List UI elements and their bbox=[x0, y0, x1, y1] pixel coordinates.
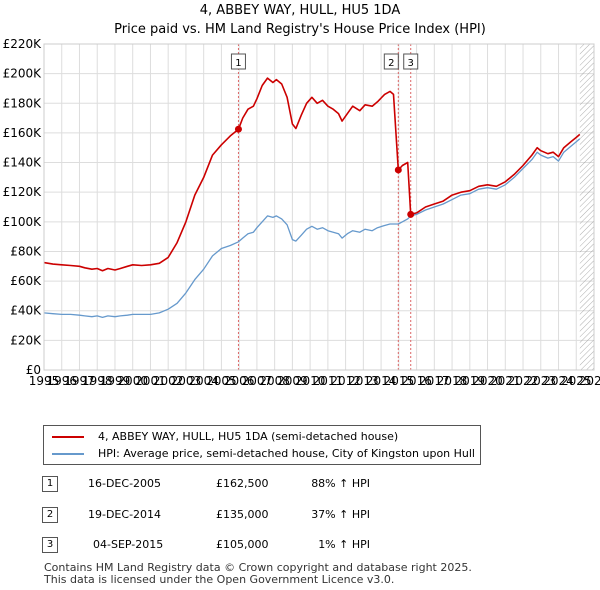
transaction-hpi: 37% ↑ HPI bbox=[311, 508, 370, 521]
transaction-hpi: 1% ↑ HPI bbox=[318, 538, 370, 551]
x-tick-label: 2024 bbox=[543, 374, 574, 388]
x-tick-label: 2004 bbox=[188, 374, 219, 388]
legend-item-price: 4, ABBEY WAY, HULL, HU5 1DA (semi-detach… bbox=[44, 429, 480, 445]
y-tick-label: £80K bbox=[10, 244, 42, 258]
transaction-row: 2 19-DEC-2014 £135,000 37% ↑ HPI bbox=[0, 507, 600, 525]
x-tick-label: 2008 bbox=[259, 374, 290, 388]
transaction-price: £162,500 bbox=[216, 477, 269, 490]
legend-label-price: 4, ABBEY WAY, HULL, HU5 1DA (semi-detach… bbox=[98, 430, 399, 443]
y-tick-label: £100K bbox=[3, 215, 43, 229]
x-tick-label: 2023 bbox=[526, 374, 557, 388]
sale-label: 2 bbox=[388, 58, 394, 69]
price-paid-line bbox=[43, 77, 581, 272]
y-tick-label: £60K bbox=[10, 274, 42, 288]
sale-label-box bbox=[230, 53, 246, 70]
y-tick-label: £180K bbox=[3, 96, 43, 110]
transaction-row: 1 16-DEC-2005 £162,500 88% ↑ HPI bbox=[0, 476, 600, 494]
legend-item-hpi: HPI: Average price, semi-detached house,… bbox=[44, 446, 480, 462]
x-tick-label: 2019 bbox=[455, 374, 486, 388]
legend: 4, ABBEY WAY, HULL, HU5 1DA (semi-detach… bbox=[43, 425, 481, 465]
sale-label-box bbox=[403, 53, 419, 70]
price-chart: £0 £20K £40K £60K £80K £100K £120K £140K £160K £1… bbox=[3, 37, 600, 388]
x-tick-label: 1995 bbox=[29, 374, 60, 388]
y-tick-label: £20K bbox=[10, 333, 42, 347]
x-tick-label: 2018 bbox=[437, 374, 468, 388]
transaction-date: 19-DEC-2014 bbox=[88, 508, 162, 521]
transaction-date: 04-SEP-2015 bbox=[93, 538, 164, 551]
x-tick-label: 2020 bbox=[472, 374, 503, 388]
x-tick-label: 2012 bbox=[330, 374, 361, 388]
x-tick-label: 1998 bbox=[82, 374, 113, 388]
y-tick-label: £200K bbox=[3, 67, 43, 81]
x-tick-label: 2025 bbox=[561, 374, 592, 388]
y-tick-label: £40K bbox=[10, 304, 42, 318]
x-tick-label: 2005 bbox=[206, 374, 237, 388]
x-tick-label: 1999 bbox=[100, 374, 131, 388]
x-tick-label: 2002 bbox=[153, 374, 184, 388]
sale-label-box bbox=[383, 53, 399, 70]
transaction-price: £105,000 bbox=[216, 538, 269, 551]
x-tick-label: 2007 bbox=[242, 374, 273, 388]
legend-swatch-hpi bbox=[52, 453, 84, 455]
x-tick-label: 2015 bbox=[384, 374, 415, 388]
x-tick-label: 1996 bbox=[46, 374, 77, 388]
transaction-row: 3 04-SEP-2015 £105,000 1% ↑ HPI bbox=[0, 537, 600, 555]
transaction-number: 2 bbox=[42, 507, 58, 523]
transaction-price: £135,000 bbox=[216, 508, 269, 521]
x-tick-label: 2014 bbox=[366, 374, 397, 388]
y-tick-label: £140K bbox=[3, 156, 43, 170]
x-tick-label: 2022 bbox=[508, 374, 539, 388]
transaction-hpi: 88% ↑ HPI bbox=[311, 477, 370, 490]
x-tick-label: 2010 bbox=[295, 374, 326, 388]
transaction-number: 3 bbox=[42, 537, 58, 553]
footer-licence: This data is licensed under the Open Gov… bbox=[44, 573, 395, 586]
x-tick-label: 2009 bbox=[277, 374, 308, 388]
sale-label: 1 bbox=[235, 58, 241, 69]
chart-subtitle: Price paid vs. HM Land Registry's House … bbox=[114, 22, 486, 37]
x-tick-label: 2016 bbox=[401, 374, 432, 388]
y-tick-label: £120K bbox=[3, 185, 43, 199]
y-tick-label: £160K bbox=[3, 126, 43, 140]
hpi-line bbox=[43, 138, 581, 319]
x-tick-label: 2000 bbox=[117, 374, 148, 388]
x-tick-label: 1997 bbox=[64, 374, 95, 388]
x-tick-label: 2013 bbox=[348, 374, 379, 388]
x-tick-label: 2021 bbox=[490, 374, 521, 388]
y-tick-label: £220K bbox=[3, 37, 43, 51]
y-tick-label: £0 bbox=[26, 363, 41, 377]
x-tick-label: 2011 bbox=[313, 374, 344, 388]
sale-point bbox=[407, 210, 415, 218]
x-tick-label: 2003 bbox=[171, 374, 202, 388]
footer-copyright: Contains HM Land Registry data © Crown c… bbox=[44, 561, 472, 574]
transaction-number: 1 bbox=[42, 476, 58, 492]
x-tick-label: 2006 bbox=[224, 374, 255, 388]
sale-point bbox=[394, 166, 402, 174]
transaction-date: 16-DEC-2005 bbox=[88, 477, 162, 490]
forecast-hatch-region bbox=[579, 44, 594, 370]
x-tick-label: 2017 bbox=[419, 374, 450, 388]
sale-label: 3 bbox=[408, 58, 414, 69]
x-tick-label: 2026 bbox=[579, 374, 600, 388]
plot-border bbox=[43, 43, 595, 371]
legend-swatch-price bbox=[52, 436, 84, 438]
plot-area bbox=[44, 44, 594, 370]
chart-title: 4, ABBEY WAY, HULL, HU5 1DA bbox=[199, 3, 401, 18]
sale-point bbox=[234, 125, 242, 133]
x-tick-label: 2001 bbox=[135, 374, 166, 388]
legend-label-hpi: HPI: Average price, semi-detached house,… bbox=[98, 447, 475, 460]
